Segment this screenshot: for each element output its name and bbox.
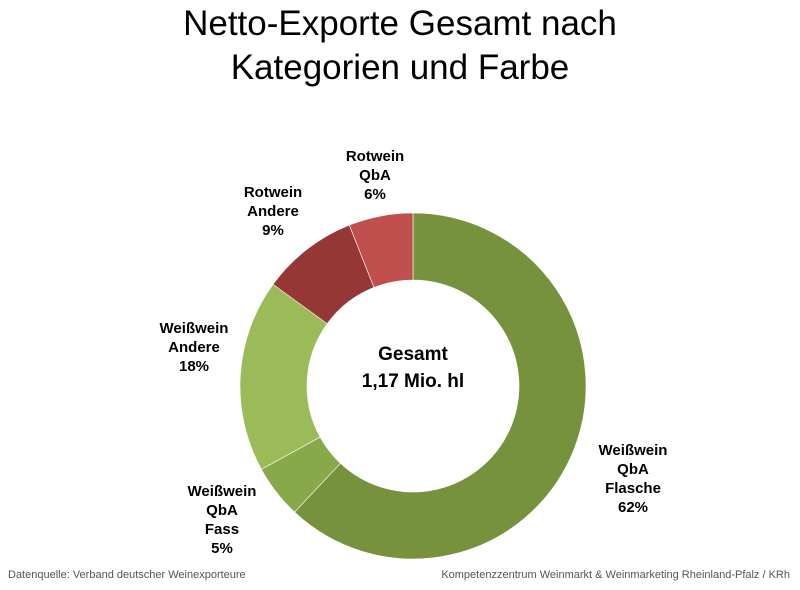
slice-labels: Weißwein QbA Flasche 62%Weißwein QbA Fass 5%We…: [160, 148, 668, 557]
center-label-line-1: Gesamt: [378, 344, 448, 365]
slice-label-2: Weißwein QbA Fass 5%: [188, 483, 257, 557]
slice-label-3-line-2: Andere: [168, 339, 220, 356]
slice-label-3-line-1: Weißwein: [160, 320, 229, 337]
slice-label-5-line-3: 6%: [364, 186, 386, 203]
slice-label-3-line-3: 18%: [179, 358, 209, 375]
donut-slices: [239, 212, 587, 560]
slice-label-5-line-2: QbA: [359, 167, 391, 184]
slice-label-1-line-3: Flasche: [605, 480, 661, 497]
donut-slice-1: [294, 212, 587, 560]
slice-label-5-line-1: Rotwein: [346, 148, 404, 165]
donut-slice-5: [348, 212, 414, 288]
slice-label-2-line-3: Fass: [205, 521, 239, 538]
slice-label-5: Rotwein QbA 6%: [346, 148, 404, 203]
slice-label-4-line-2: Andere: [247, 203, 299, 220]
slice-label-1-line-2: QbA: [617, 461, 649, 478]
data-source-note: Datenquelle: Verband deutscher Weinexpor…: [8, 569, 246, 581]
slice-label-3: Weißwein Andere 18%: [160, 320, 229, 375]
slice-label-4-line-3: 9%: [262, 222, 284, 239]
credit-note: Kompetenzzentrum Weinmarkt & Weinmarketi…: [441, 569, 790, 581]
slice-label-1-line-4: 62%: [618, 499, 648, 516]
chart-title-line-1: Netto-Exporte Gesamt nach: [183, 4, 617, 43]
center-label-line-2: 1,17 Mio. hl: [362, 371, 464, 392]
slice-label-1: Weißwein QbA Flasche 62%: [599, 442, 668, 516]
slice-label-4-line-1: Rotwein: [244, 184, 302, 201]
slice-label-2-line-4: 5%: [211, 540, 233, 557]
slice-label-4: Rotwein Andere 9%: [244, 184, 302, 239]
chart-title: Netto-Exporte Gesamt nach Kategorien und…: [0, 2, 800, 90]
slice-label-2-line-1: Weißwein: [188, 483, 257, 500]
chart-title-line-2: Kategorien und Farbe: [230, 48, 570, 87]
center-label: Gesamt 1,17 Mio. hl: [362, 344, 464, 392]
slice-label-1-line-1: Weißwein: [599, 442, 668, 459]
slice-label-2-line-2: QbA: [206, 502, 238, 519]
